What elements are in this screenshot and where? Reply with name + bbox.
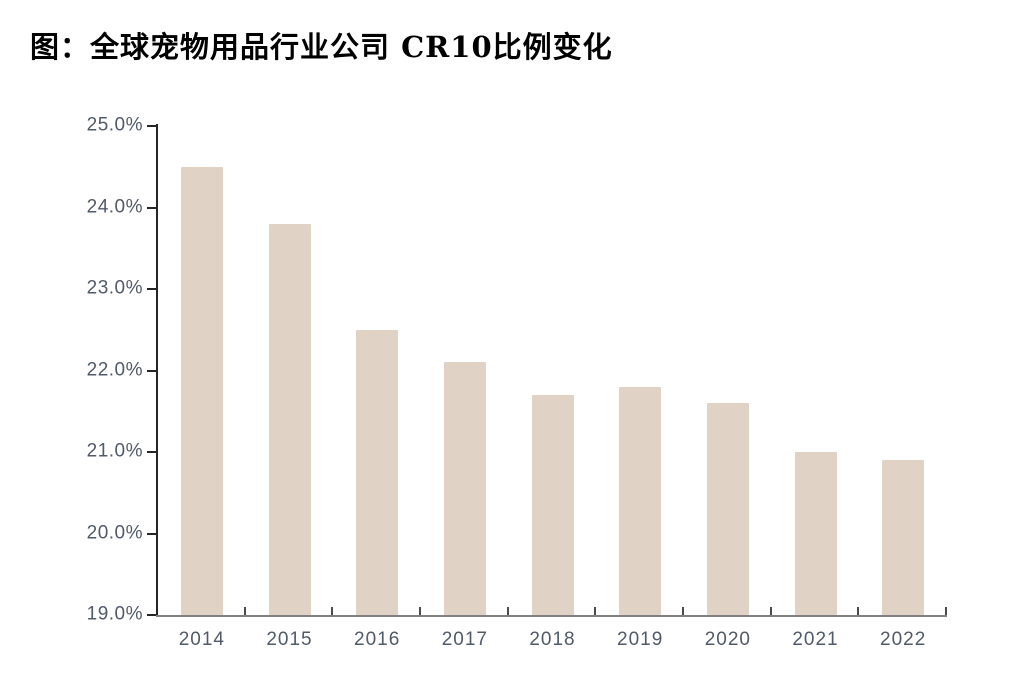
x-axis-label-2022: 2022 [880, 629, 927, 650]
x-axis-tick [419, 607, 421, 615]
x-axis-label-2014: 2014 [178, 629, 225, 650]
y-axis-tick [147, 369, 156, 372]
y-axis-tick [147, 288, 156, 290]
y-axis-tick-label: 22.0% [86, 359, 143, 381]
y-axis-tick-label: 25.0% [86, 114, 143, 136]
plot-area [158, 126, 947, 615]
y-axis-tick-label: 19.0% [86, 603, 143, 625]
bar-2018 [531, 394, 574, 615]
bar-2016 [356, 329, 399, 615]
y-axis-tick-label: 24.0% [86, 196, 143, 218]
bar-2015 [268, 223, 311, 615]
bar-2019 [619, 386, 662, 615]
x-axis-label-2017: 2017 [441, 629, 488, 650]
x-axis-label-2015: 2015 [266, 629, 313, 650]
y-axis-tick [147, 451, 156, 453]
bar-2021 [794, 452, 837, 615]
y-axis-tick-label: 20.0% [86, 522, 143, 544]
x-axis-tick [682, 607, 684, 615]
x-axis-tick [769, 607, 772, 615]
y-axis-line [156, 124, 158, 617]
y-axis-tick [147, 532, 156, 535]
x-axis-label-2019: 2019 [617, 629, 664, 650]
x-axis-tick [857, 607, 860, 615]
x-axis-label-2020: 2020 [704, 629, 751, 650]
chart-title: 图：全球宠物用品行业公司 CR10比例变化 [30, 30, 613, 64]
x-axis-labels: 2014 2015 2016 2017 2018 2019 2020 2021 2022 [158, 629, 947, 659]
bar-2014 [180, 166, 223, 615]
x-axis-line [156, 615, 947, 617]
y-axis-tick-label: 21.0% [86, 440, 143, 462]
x-axis-tick [243, 607, 246, 615]
x-axis-label-2016: 2016 [354, 629, 401, 650]
bar-2022 [882, 460, 925, 615]
bar-2017 [443, 362, 486, 615]
y-axis-tick [147, 206, 156, 209]
x-axis-tick [945, 607, 947, 615]
bar-2020 [706, 403, 749, 615]
x-axis-tick [331, 607, 334, 615]
y-axis-tick-label: 23.0% [86, 277, 143, 299]
y-axis-labels: 25.0% 24.0% 23.0% 22.0% 21.0% 20.0% 19.0% [0, 115, 143, 625]
x-axis-label-2021: 2021 [792, 629, 839, 650]
y-axis-tick [147, 125, 156, 127]
y-axis-tick [147, 614, 156, 616]
x-axis-tick [506, 607, 509, 615]
x-axis-tick [594, 607, 597, 615]
x-axis-label-2018: 2018 [529, 629, 576, 650]
